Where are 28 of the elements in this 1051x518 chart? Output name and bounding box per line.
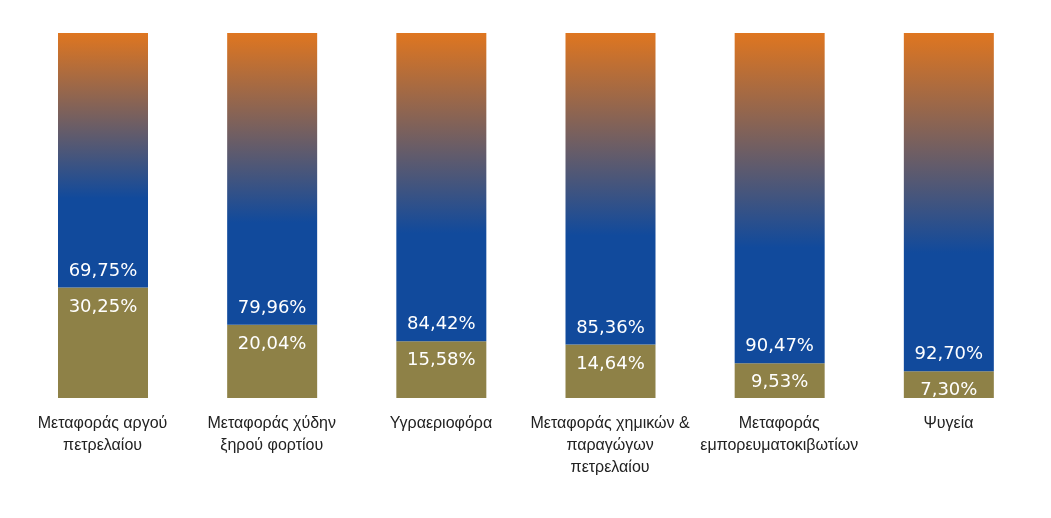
data-label: 92,70% xyxy=(914,342,984,364)
bar xyxy=(565,344,656,398)
bar xyxy=(227,33,318,325)
data-label: 84,42% xyxy=(407,312,476,334)
x-tick-label: Ψυγεία xyxy=(923,414,974,431)
bar xyxy=(396,33,487,342)
x-tick-label: Μεταφοράς χύδην ξηρού φορτίου xyxy=(207,414,337,454)
x-tick-label: Υγραεριοφόρα xyxy=(389,414,493,431)
data-label: 15,58% xyxy=(407,348,476,370)
data-label: 9,53% xyxy=(751,370,809,392)
data-label: 7,30% xyxy=(920,378,978,400)
x-tick-label: Μεταφοράς εμπορευματοκιβωτίων xyxy=(700,414,859,453)
bar xyxy=(58,33,148,288)
bar xyxy=(58,287,148,398)
data-label: 79,96% xyxy=(237,295,307,317)
data-label: 30,25% xyxy=(68,294,138,316)
data-label: 20,04% xyxy=(237,331,307,353)
bar xyxy=(227,324,318,398)
x-tick-label: Μεταφοράς αργού πετρελαίου xyxy=(37,414,168,453)
bar xyxy=(734,33,825,364)
data-label: 90,47% xyxy=(745,334,814,356)
bar xyxy=(396,341,487,398)
data-label: 14,64% xyxy=(576,351,645,373)
data-label: 69,75% xyxy=(68,258,138,280)
bar xyxy=(565,33,656,345)
bar xyxy=(903,33,994,372)
data-label: 85,36% xyxy=(576,315,645,337)
x-tick-label: Μεταφοράς χημικών & παραγώγων πετρελαίου xyxy=(530,414,690,475)
